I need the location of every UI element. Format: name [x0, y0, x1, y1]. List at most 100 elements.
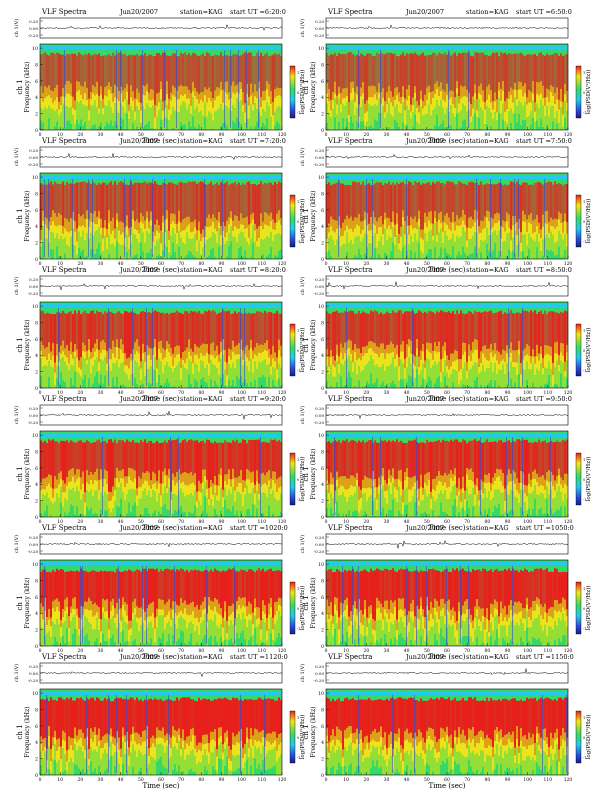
spectrogram-cell	[458, 219, 460, 226]
spectrogram-cell	[340, 344, 342, 353]
spectrogram-cell	[472, 440, 474, 472]
spectrogram-cell	[380, 216, 382, 227]
spectrogram-cell	[522, 221, 524, 235]
spectrogram-cell	[168, 366, 170, 383]
spectrogram-cell	[554, 343, 556, 354]
spectrogram-cell	[214, 441, 216, 476]
spectrogram-cell	[206, 103, 208, 117]
spectrogram-cell	[246, 358, 248, 366]
spectrogram-cell	[262, 361, 264, 375]
spectrogram-cell	[66, 54, 68, 81]
spectrogram-cell	[328, 89, 330, 101]
spectrogram-cell	[158, 359, 160, 375]
spectrogram-cell	[274, 440, 276, 472]
spectrogram-cell	[412, 229, 414, 243]
spectrogram-cell	[340, 476, 342, 485]
colorbar-tick-label: 1	[297, 200, 299, 204]
spectrogram-cell	[216, 501, 218, 515]
spectrogram-cell	[480, 221, 482, 233]
spectrogram-cell	[554, 442, 556, 481]
spectrogram-cell	[388, 237, 390, 259]
spectrogram-cell	[342, 492, 344, 513]
spectrogram-cell	[114, 440, 116, 479]
spectrogram-cell	[478, 86, 480, 93]
spectrogram-cell	[328, 374, 330, 388]
spectrogram-cell	[82, 442, 84, 471]
spectrogram-cell	[262, 222, 264, 230]
spectrogram-cell	[158, 53, 160, 92]
spectrogram-cell	[198, 570, 200, 609]
spectrogram-cell	[226, 94, 228, 106]
spectrogram-cell	[500, 311, 502, 355]
spectrogram-cell	[394, 185, 396, 225]
spectrogram-cell	[52, 221, 54, 232]
spectrogram-cell	[376, 354, 378, 365]
spectrogram-cell	[46, 443, 48, 477]
spectrogram-cell	[216, 443, 218, 485]
spectrogram-cell	[96, 349, 98, 358]
spectrogram-cell	[248, 225, 250, 238]
spectrogram-cell	[74, 232, 76, 246]
spectrogram-cell	[56, 53, 58, 85]
spectrogram-cell	[42, 620, 44, 629]
spectrogram-cell	[238, 229, 240, 235]
spectrogram-cell	[542, 106, 544, 127]
spectrogram-cell	[128, 621, 130, 630]
spectrogram-cell	[556, 219, 558, 227]
spectrogram-cell	[560, 312, 562, 343]
spectrogram-cell	[434, 184, 436, 211]
spectrogram-cell	[90, 55, 92, 92]
spectrogram-cell	[546, 54, 548, 89]
spectrogram-cell	[360, 185, 362, 222]
spectrogram-cell	[192, 483, 194, 496]
spectrogram-cell	[90, 99, 92, 105]
spectrogram-spike	[44, 566, 45, 644]
spectrogram-cell	[336, 355, 338, 362]
spectrogram-cell	[554, 219, 556, 229]
spectrogram-cell	[180, 182, 182, 223]
spectrogram-cell	[468, 228, 470, 239]
spectrogram-cell	[88, 110, 90, 120]
trace-tick-label: 0.20	[315, 277, 324, 282]
spectrogram-cell	[54, 100, 56, 111]
spectrogram-cell	[202, 182, 204, 229]
spectrogram-cell	[100, 359, 102, 374]
spectrogram-cell	[546, 106, 548, 125]
spectrogram-cell	[210, 92, 212, 101]
spectrogram-cell	[456, 440, 458, 488]
spectrogram-cell	[114, 56, 116, 85]
spectrogram-heatmap	[40, 302, 282, 388]
spectrogram-cell	[456, 184, 458, 215]
spectrogram-cell	[190, 182, 192, 222]
spectrogram-cell	[410, 502, 412, 517]
spectrogram-cell	[182, 314, 184, 352]
spectrogram-cell	[404, 221, 406, 234]
spectrogram-cell	[92, 106, 94, 126]
spectrogram-cell	[220, 104, 222, 126]
spectrogram-cell	[162, 373, 164, 386]
spectrogram-cell	[124, 113, 126, 131]
spectrogram-cell	[416, 349, 418, 356]
spectrogram-cell	[94, 224, 96, 232]
spectrogram-cell	[406, 53, 408, 89]
spectrogram-cell	[470, 361, 472, 369]
spectrogram-spike	[246, 50, 247, 128]
spectrogram-cell	[346, 233, 348, 252]
spectrogram-cell	[524, 83, 526, 93]
spectrogram-cell	[336, 442, 338, 472]
spectrogram-cell	[446, 181, 448, 213]
spectrogram-cell	[254, 103, 256, 126]
spectrogram-cell	[204, 103, 206, 118]
spectrogram-cell	[210, 443, 212, 481]
spectrogram-cell	[106, 86, 108, 97]
spectrogram-cell	[456, 351, 458, 360]
spectrogram-cell	[504, 362, 506, 374]
spectrogram-cell	[490, 90, 492, 103]
spectrogram-cell	[158, 616, 160, 637]
spectrogram-cell	[418, 105, 420, 112]
spectrogram-cell	[254, 313, 256, 347]
spectrogram-cell	[366, 488, 368, 501]
spectrogram-cell	[222, 443, 224, 490]
spectrogram-cell	[264, 112, 266, 126]
spectrogram-cell	[184, 608, 186, 620]
